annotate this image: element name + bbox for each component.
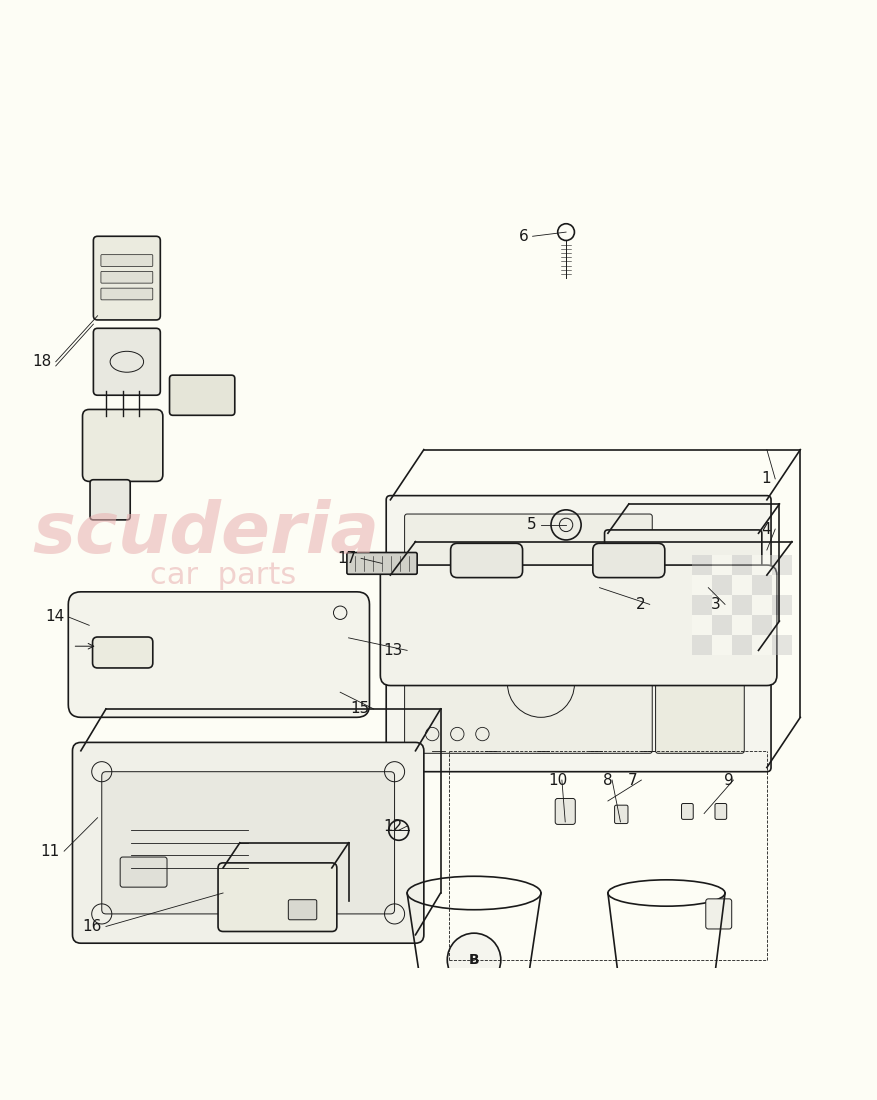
Text: 10: 10 [548, 772, 567, 788]
Bar [772, 595, 792, 615]
FancyBboxPatch shape [93, 637, 153, 668]
FancyBboxPatch shape [386, 496, 771, 772]
Text: 12: 12 [383, 818, 403, 834]
Bar [692, 636, 711, 656]
Bar [711, 575, 731, 595]
Text: 7: 7 [628, 772, 638, 788]
FancyBboxPatch shape [90, 480, 130, 520]
Text: 3: 3 [711, 597, 721, 612]
FancyBboxPatch shape [68, 592, 369, 717]
Text: 13: 13 [383, 642, 403, 658]
FancyBboxPatch shape [101, 288, 153, 300]
Text: 8: 8 [603, 772, 613, 788]
Text: 2: 2 [636, 597, 645, 612]
FancyBboxPatch shape [289, 900, 317, 920]
Bar [752, 615, 772, 636]
Text: 15: 15 [350, 702, 369, 716]
Bar [772, 556, 792, 575]
FancyBboxPatch shape [451, 543, 523, 578]
FancyBboxPatch shape [73, 742, 424, 943]
FancyBboxPatch shape [93, 236, 160, 320]
FancyBboxPatch shape [218, 862, 337, 932]
FancyBboxPatch shape [593, 543, 665, 578]
Bar [731, 595, 752, 615]
FancyBboxPatch shape [169, 375, 235, 416]
Text: 18: 18 [32, 354, 52, 370]
Bar [711, 556, 731, 575]
FancyBboxPatch shape [102, 772, 395, 914]
FancyBboxPatch shape [101, 255, 153, 266]
Bar [772, 615, 792, 636]
Bar [692, 595, 711, 615]
Bar [731, 556, 752, 575]
FancyBboxPatch shape [715, 803, 727, 820]
Circle shape [447, 933, 501, 987]
FancyBboxPatch shape [555, 799, 575, 824]
Text: 16: 16 [82, 918, 102, 934]
FancyBboxPatch shape [615, 805, 628, 824]
FancyBboxPatch shape [101, 272, 153, 283]
Bar [692, 556, 711, 575]
Bar [772, 636, 792, 656]
Bar [731, 615, 752, 636]
Text: 9: 9 [724, 772, 734, 788]
Bar [752, 595, 772, 615]
Text: 6: 6 [518, 229, 529, 244]
FancyBboxPatch shape [656, 587, 745, 754]
Bar [711, 595, 731, 615]
Text: car  parts: car parts [150, 561, 296, 590]
Text: 5: 5 [527, 517, 537, 532]
Text: 1: 1 [761, 472, 771, 486]
FancyBboxPatch shape [681, 803, 693, 820]
Text: B: B [468, 953, 480, 967]
Text: 11: 11 [40, 844, 60, 859]
Bar [772, 575, 792, 595]
Bar [711, 636, 731, 656]
Bar [731, 636, 752, 656]
FancyBboxPatch shape [404, 514, 652, 754]
Bar [731, 575, 752, 595]
FancyBboxPatch shape [381, 565, 777, 685]
FancyBboxPatch shape [604, 530, 762, 653]
FancyBboxPatch shape [120, 857, 167, 887]
FancyBboxPatch shape [347, 552, 417, 574]
FancyBboxPatch shape [82, 409, 163, 482]
FancyBboxPatch shape [93, 328, 160, 395]
Bar [692, 575, 711, 595]
Bar [711, 615, 731, 636]
FancyBboxPatch shape [706, 899, 731, 930]
Text: 4: 4 [761, 521, 771, 537]
Bar [752, 636, 772, 656]
Text: scuderia: scuderia [32, 498, 380, 568]
Bar [752, 556, 772, 575]
Text: 14: 14 [45, 609, 64, 625]
Bar [752, 575, 772, 595]
Text: 17: 17 [338, 551, 357, 565]
Bar [692, 615, 711, 636]
